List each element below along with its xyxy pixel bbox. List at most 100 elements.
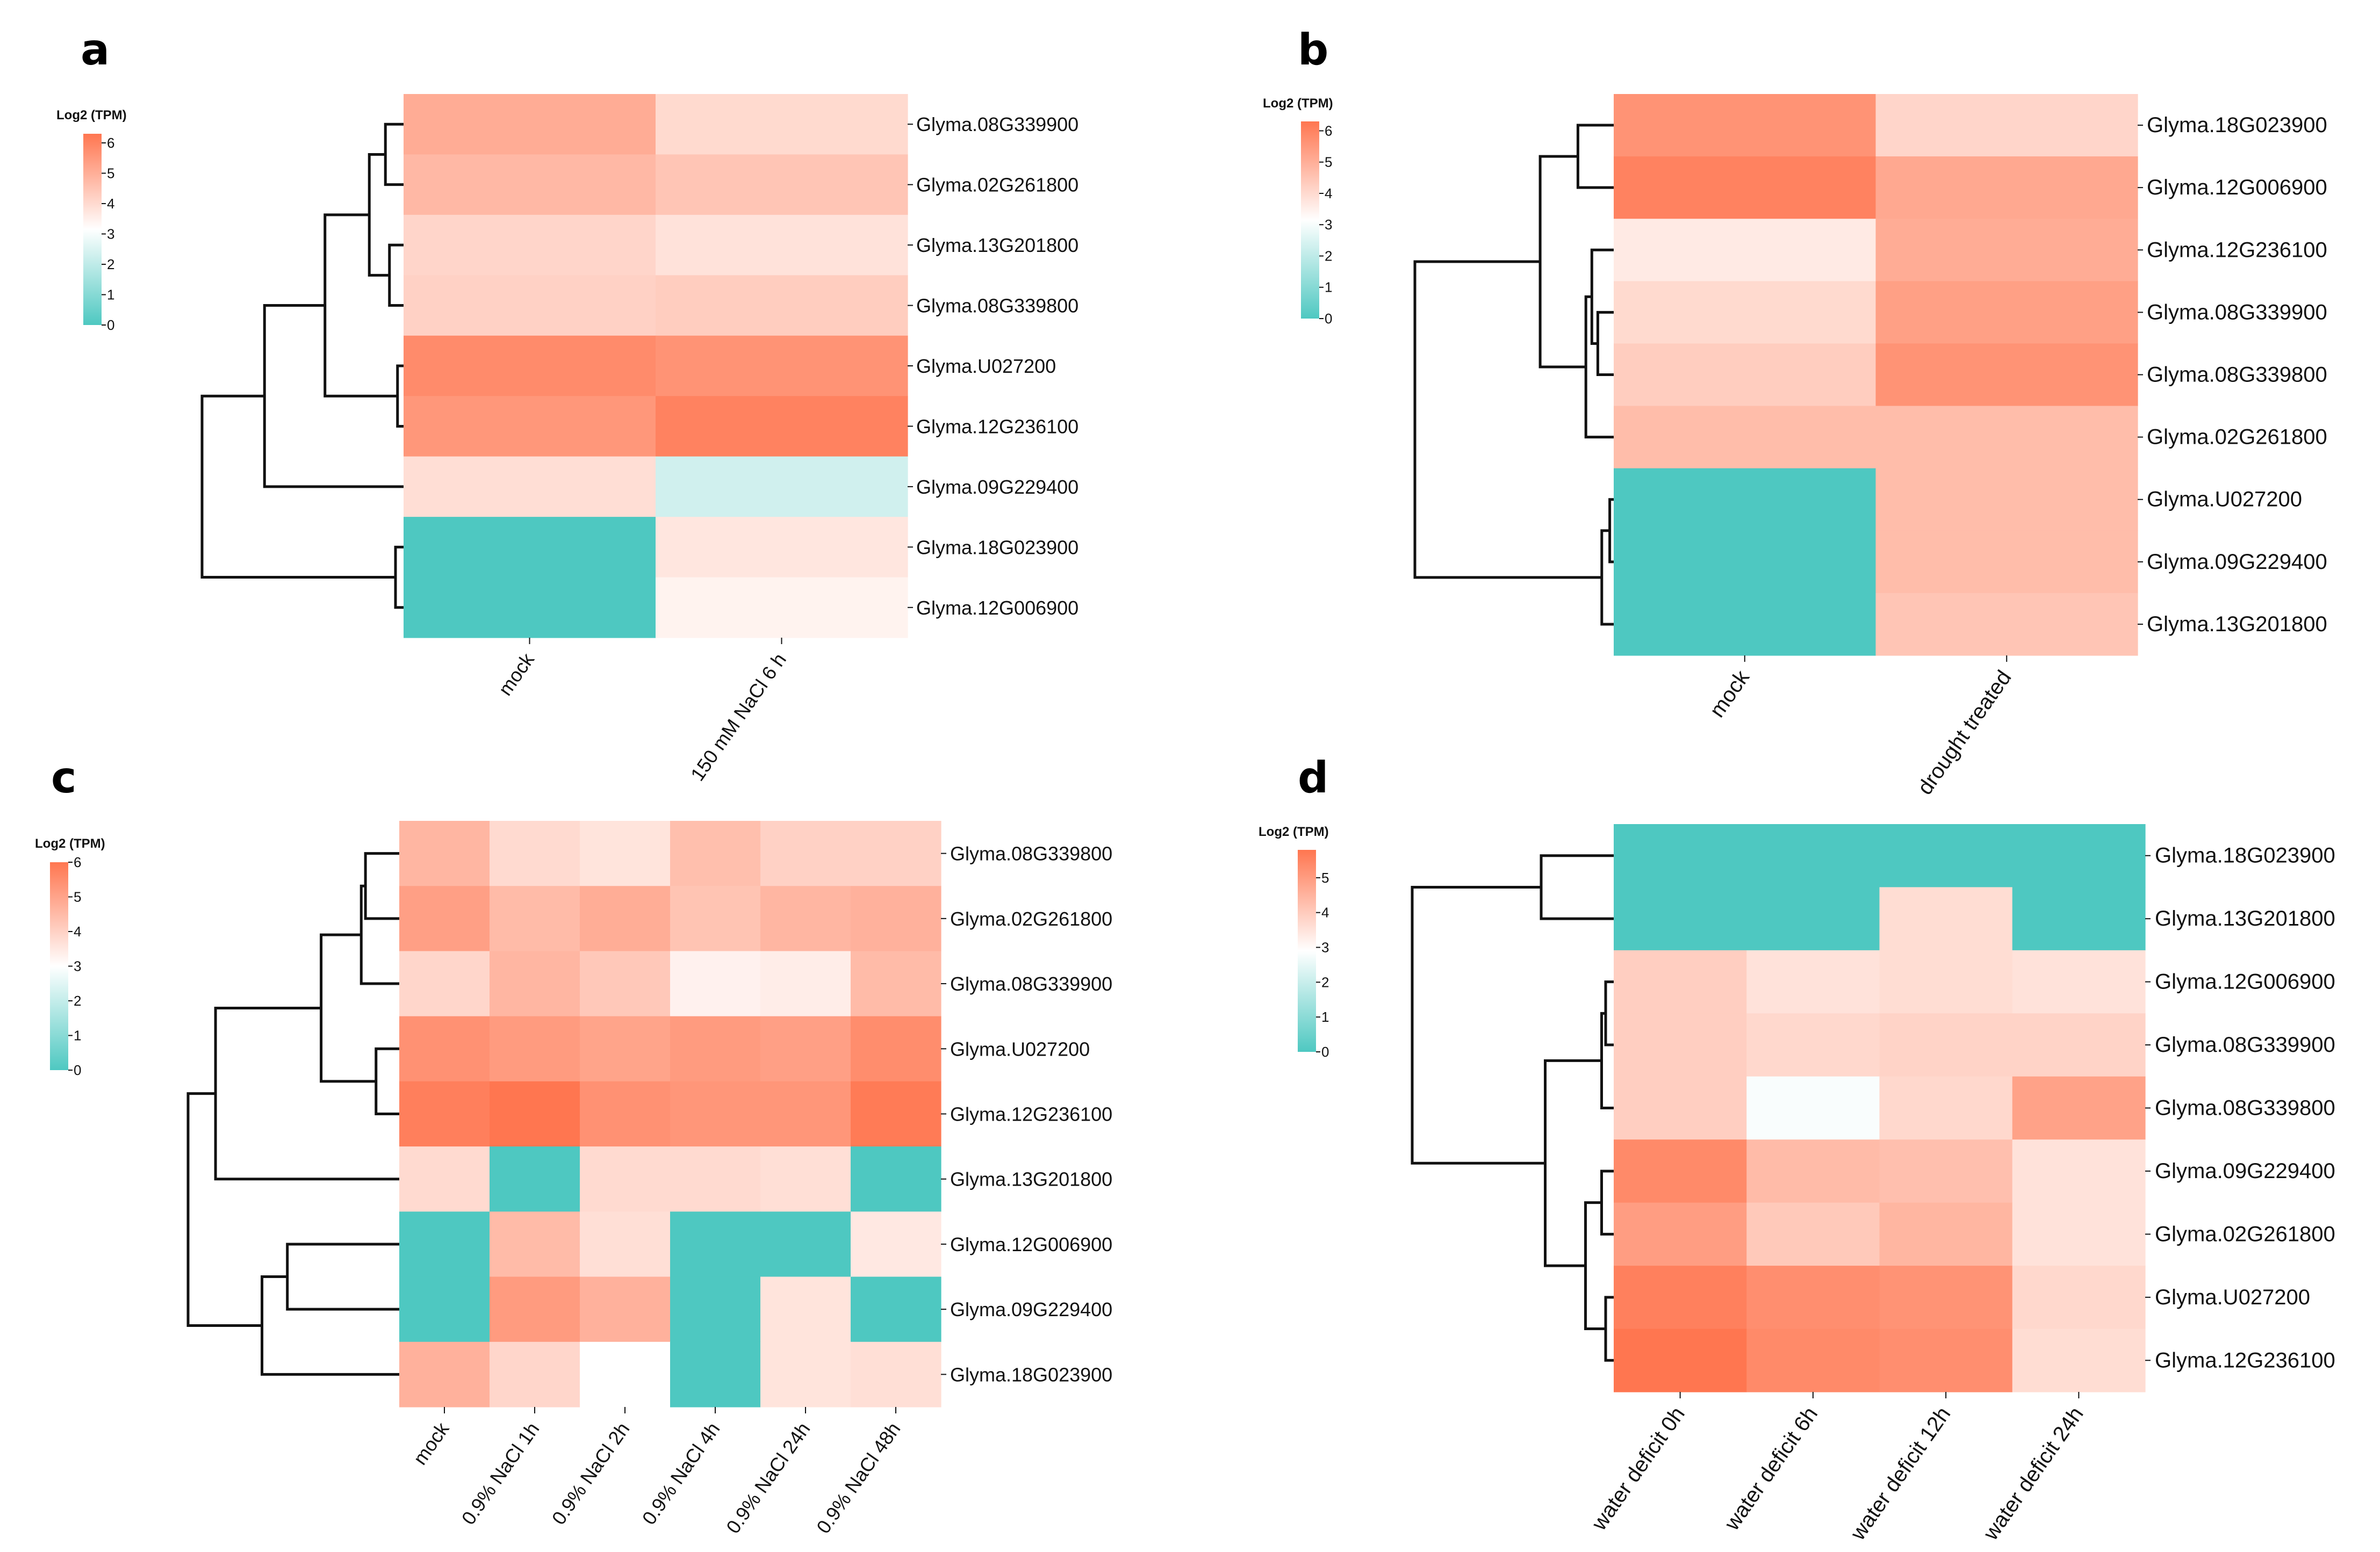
heatmap-cell	[670, 951, 761, 1017]
panel-letter: c	[51, 753, 76, 803]
row-label: Glyma.18G023900	[2155, 844, 2335, 868]
panel-letter: d	[1298, 753, 1328, 803]
heatmap-cell	[404, 517, 656, 578]
legend-tick-label: 0	[1325, 311, 1332, 327]
dendrogram-branch	[1540, 854, 1614, 920]
heatmap-cell	[399, 1016, 490, 1082]
row-label: Glyma.13G201800	[950, 1168, 1112, 1190]
legend-tick-label: 1	[1325, 279, 1332, 295]
row-label: Glyma.12G236100	[950, 1103, 1112, 1125]
legend-colorbar	[1298, 850, 1316, 1052]
legend-title: Log2 (TPM)	[56, 108, 127, 122]
heatmap-cell	[760, 951, 851, 1017]
heatmap-cell	[1875, 219, 2138, 281]
row-label: Glyma.02G261800	[950, 908, 1112, 930]
heatmap-cell	[851, 951, 941, 1017]
dendrogram-branch	[200, 394, 396, 579]
legend-tick-label: 4	[107, 196, 114, 212]
dendrogram-branch	[375, 1047, 399, 1115]
row-dendrogram	[1413, 124, 1614, 626]
heatmap-cell	[580, 1276, 671, 1342]
row-label: Glyma.02G261800	[2147, 425, 2327, 449]
dendrogram-branch	[214, 1007, 399, 1181]
heatmap-cell	[1879, 1076, 2013, 1140]
dendrogram-branch	[396, 364, 404, 428]
heatmap-cell	[1879, 1013, 2013, 1077]
color-legend: Log2 (TPM) 0 1 2 3 4 5	[1259, 825, 1329, 1060]
row-label: Glyma.08G339800	[950, 843, 1112, 865]
row-label: Glyma.12G006900	[916, 597, 1078, 619]
heatmap-cell	[1746, 1076, 1880, 1140]
legend-colorbar	[1301, 121, 1319, 319]
row-label: Glyma.12G006900	[2155, 970, 2335, 994]
heatmap-cell	[1614, 1139, 1747, 1203]
legend-tick-label: 3	[1321, 940, 1329, 956]
heatmap-cell	[851, 1146, 941, 1212]
dendrogram-branch	[1604, 980, 1614, 1046]
heatmap-cell	[1746, 1139, 1880, 1203]
row-label: Glyma.08G339800	[2155, 1096, 2335, 1120]
row-label: Glyma.18G023900	[2147, 113, 2327, 137]
heatmap-cell	[1614, 1202, 1747, 1266]
heatmap-cell	[1746, 1202, 1880, 1266]
heatmap-cell	[760, 1016, 851, 1082]
heatmap-cell	[399, 821, 490, 886]
heatmap-cell	[2012, 1139, 2146, 1203]
heatmap-cell	[760, 1341, 851, 1407]
legend-tick-label: 5	[74, 889, 81, 905]
dendrogram-branch	[261, 1275, 399, 1376]
heatmap-cell	[1614, 156, 1876, 219]
row-label: Glyma.12G236100	[916, 415, 1078, 437]
heatmap-cell	[1614, 94, 1876, 157]
heatmap-cell	[1614, 281, 1876, 344]
column-label: drought treated	[1913, 666, 2016, 799]
heatmap-cell	[1614, 593, 1876, 656]
heatmap-cell	[1614, 1329, 1747, 1392]
dendrogram-branch	[1584, 295, 1614, 439]
legend-tick-label: 5	[1321, 870, 1329, 886]
heatmap-cell	[2012, 1329, 2146, 1392]
panel-a: a Glyma.08G339900 Glyma.02G261800 Glyma.13G…	[56, 25, 1078, 785]
heatmap-cell	[490, 951, 580, 1017]
heatmap-cell	[404, 275, 656, 336]
heatmap-cell	[1614, 530, 1876, 594]
color-legend: Log2 (TPM) 0 1 2 3 4 5 6	[35, 836, 105, 1078]
heatmap-cell	[656, 577, 908, 638]
legend-tick-label: 5	[1325, 154, 1332, 170]
row-label: Glyma.12G236100	[2155, 1348, 2335, 1372]
dendrogram-branch	[186, 1092, 262, 1327]
row-label: Glyma.U027200	[2155, 1286, 2310, 1309]
row-label: Glyma.18G023900	[916, 536, 1078, 558]
heatmap-cell	[490, 1211, 580, 1277]
dendrogram-branch	[1544, 1059, 1602, 1267]
heatmap-cell	[404, 577, 656, 638]
panel-c: c Glyma.08G339800 Glyma.02G261800 Glyma.08G…	[35, 753, 1112, 1537]
heatmap-cell	[656, 94, 908, 155]
row-label: Glyma.12G236100	[2147, 238, 2327, 262]
heatmap-cell	[1746, 950, 1880, 1014]
heatmap-cell	[580, 1016, 671, 1082]
heatmap-cell	[1614, 887, 1747, 951]
row-label: Glyma.12G006900	[950, 1233, 1112, 1255]
heatmap-cell	[580, 1341, 671, 1407]
panel-letter: b	[1298, 25, 1328, 75]
heatmap-cell	[490, 821, 580, 886]
column-label: 0.9% NaCl 1h	[457, 1418, 544, 1528]
heatmap-cell	[1879, 1139, 2013, 1203]
column-label: mock	[1705, 666, 1754, 721]
heatmap-cell	[1875, 468, 2138, 531]
column-label: water deficit 6h	[1720, 1403, 1822, 1535]
heatmap-cell	[2012, 1076, 2146, 1140]
heatmap-cell	[1875, 593, 2138, 656]
legend-tick-label: 6	[1325, 122, 1332, 139]
heatmap-cell	[851, 1081, 941, 1147]
heatmap-cell	[2012, 1013, 2146, 1077]
heatmap-cell	[1746, 824, 1880, 888]
heatmap-cell	[760, 1146, 851, 1212]
dendrogram-branch	[359, 884, 399, 985]
legend-tick-label: 3	[1325, 216, 1332, 233]
heatmap-cell	[490, 1341, 580, 1407]
dendrogram-branch	[1596, 311, 1614, 376]
heatmap-cell	[1614, 1076, 1747, 1140]
heatmap-cell	[760, 1211, 851, 1277]
